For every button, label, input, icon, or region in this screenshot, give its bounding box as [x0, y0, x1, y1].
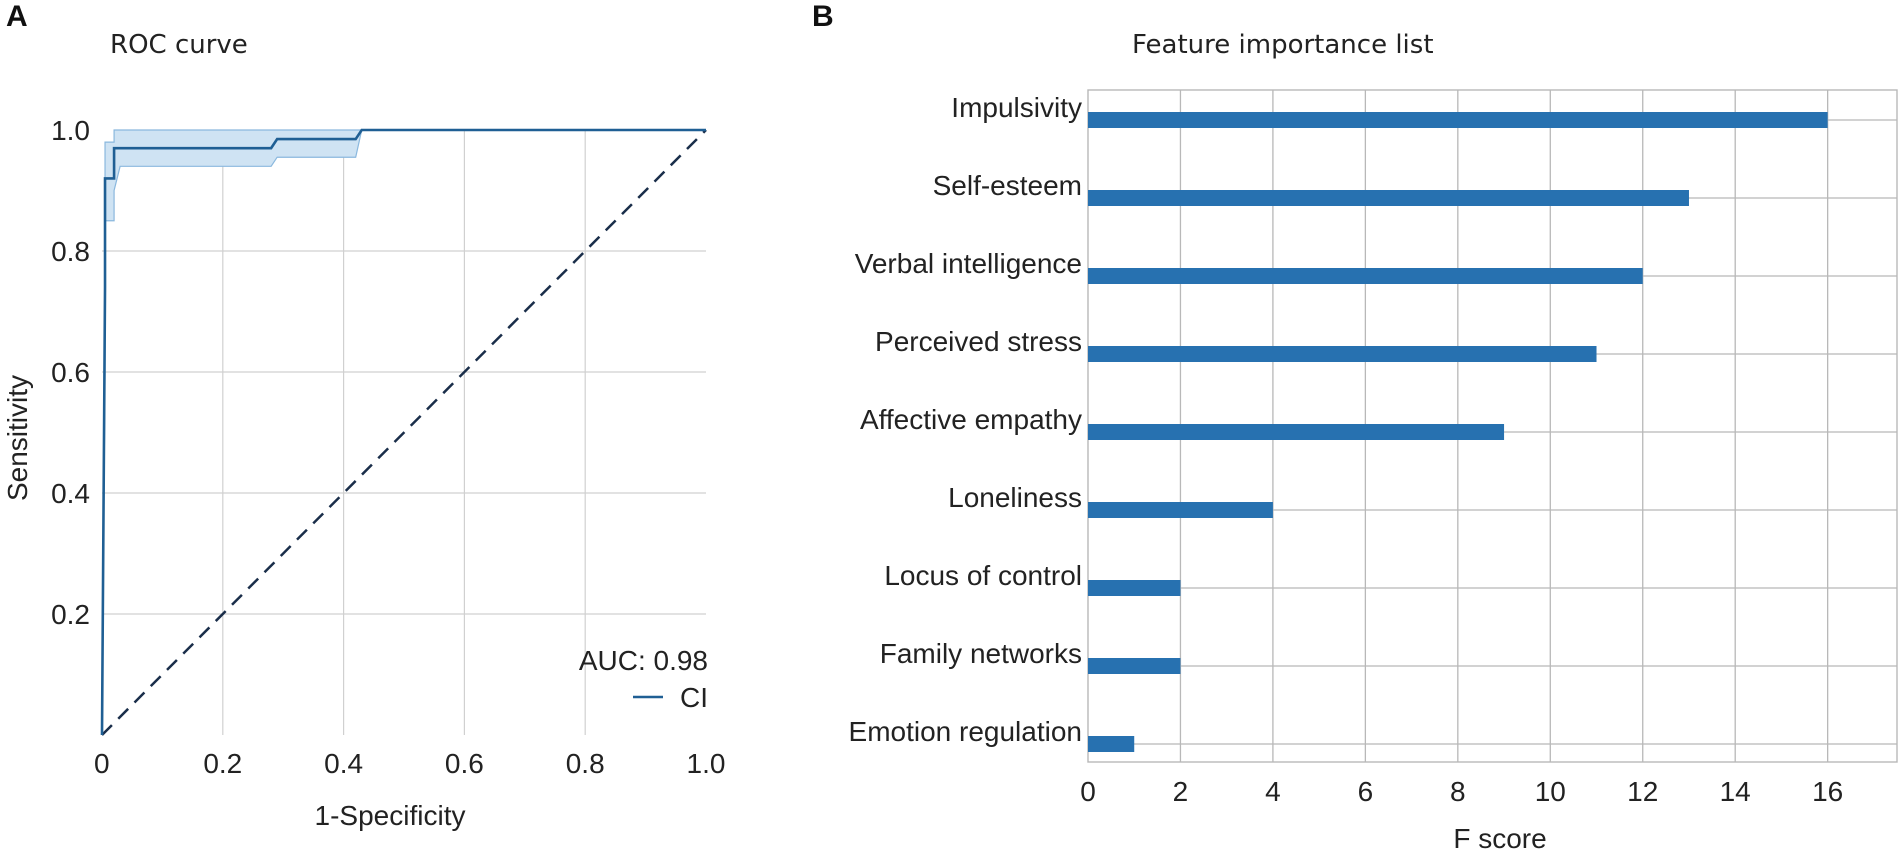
roc-y-tick-3: 0.8: [51, 236, 90, 267]
roc-ci-band: [101, 129, 706, 736]
roc-y-tick-2: 0.6: [51, 357, 90, 388]
feature-x-tick-3: 6: [1358, 776, 1374, 807]
feature-label-8: Emotion regulation: [849, 716, 1082, 747]
feature-bar-7: [1088, 658, 1181, 674]
feature-label-2: Verbal intelligence: [855, 248, 1082, 279]
feature-label-4: Affective empathy: [860, 404, 1082, 435]
feature-tick-labels: 0 2 4 6 8 10 12 14 16: [1080, 776, 1843, 807]
panel-letter-b: B: [812, 0, 834, 33]
roc-y-axis-label: Sensitivity: [2, 375, 33, 501]
roc-chart-title: ROC curve: [110, 30, 248, 60]
roc-x-tick-0: 0: [94, 748, 110, 779]
feature-label-0: Impulsivity: [951, 92, 1082, 123]
feature-bar-5: [1088, 502, 1273, 518]
feature-bar-1: [1088, 190, 1689, 206]
roc-panel: A ROC curve 0.2 0.4 0.6 0.8 1.0 0 0.2 0.4 0.6 0.8…: [2, 0, 725, 831]
legend-ci-label: CI: [680, 682, 708, 713]
feature-label-5: Loneliness: [948, 482, 1082, 513]
feature-bar-2: [1088, 268, 1643, 284]
roc-x-tick-2: 0.4: [324, 748, 363, 779]
feature-x-tick-1: 2: [1173, 776, 1189, 807]
feature-label-7: Family networks: [880, 638, 1082, 669]
feature-bar-8: [1088, 736, 1135, 752]
roc-x-tick-3: 0.6: [445, 748, 484, 779]
feature-x-tick-4: 8: [1450, 776, 1466, 807]
feature-x-tick-7: 14: [1720, 776, 1751, 807]
roc-y-tick-0: 0.2: [51, 599, 90, 630]
feature-chart-title: Feature importance list: [1132, 30, 1434, 60]
roc-y-tick-4: 1.0: [51, 115, 90, 146]
feature-x-tick-5: 10: [1535, 776, 1566, 807]
feature-x-tick-8: 16: [1812, 776, 1843, 807]
roc-x-tick-5: 1.0: [687, 748, 726, 779]
feature-bar-4: [1088, 424, 1505, 440]
feature-bars: [1088, 112, 1828, 752]
roc-x-axis-label: 1-Specificity: [315, 800, 466, 831]
roc-x-tick-4: 0.8: [566, 748, 605, 779]
feature-bar-6: [1088, 580, 1181, 596]
feature-x-axis-label: F score: [1453, 823, 1546, 854]
roc-curve: [100, 128, 706, 736]
feature-importance-panel: B Feature importance list Impulsivity Sel…: [812, 0, 1898, 854]
feature-bar-3: [1088, 346, 1597, 362]
feature-label-6: Locus of control: [884, 560, 1082, 591]
roc-grid: [102, 130, 706, 735]
feature-label-1: Self-esteem: [933, 170, 1082, 201]
feature-labels: Impulsivity Self-esteem Verbal intelligenc…: [849, 92, 1082, 747]
feature-x-tick-2: 4: [1265, 776, 1281, 807]
feature-bar-0: [1088, 112, 1828, 128]
roc-x-tick-1: 0.2: [203, 748, 242, 779]
feature-label-3: Perceived stress: [875, 326, 1082, 357]
roc-tick-labels: 0.2 0.4 0.6 0.8 1.0 0 0.2 0.4 0.6 0.8 1.0: [51, 115, 725, 779]
feature-x-tick-0: 0: [1080, 776, 1096, 807]
roc-y-tick-1: 0.4: [51, 478, 90, 509]
auc-annotation: AUC: 0.98: [579, 645, 708, 676]
panel-letter-a: A: [6, 0, 28, 33]
roc-chance-line: [101, 129, 707, 736]
feature-x-tick-6: 12: [1627, 776, 1658, 807]
